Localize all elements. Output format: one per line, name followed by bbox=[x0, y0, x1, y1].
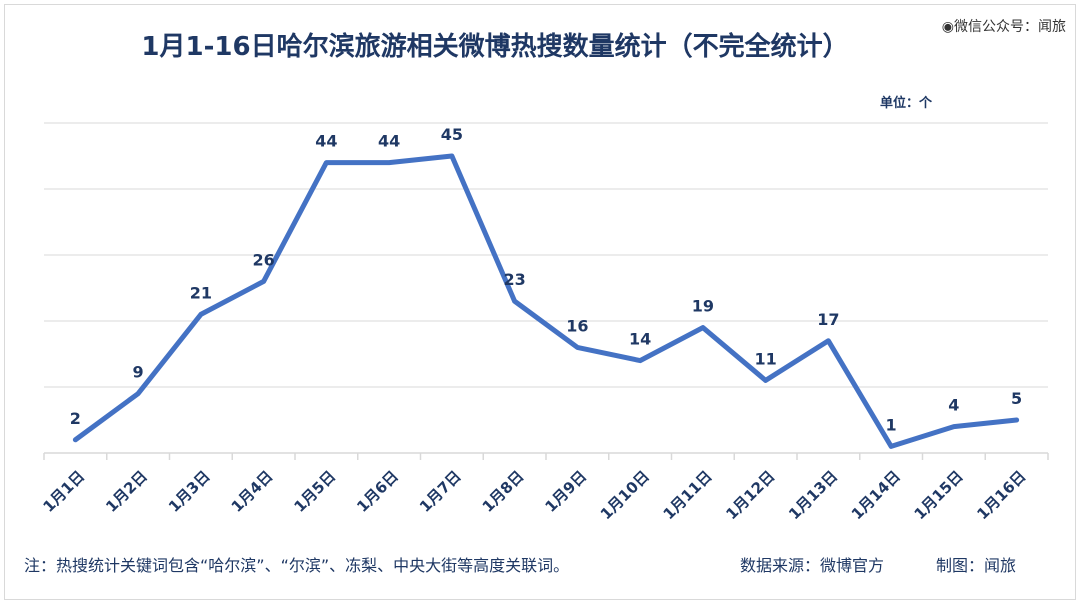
data-label: 17 bbox=[817, 310, 839, 329]
x-tick-label: 1月15日 bbox=[911, 467, 967, 523]
x-tick-label: 1月16日 bbox=[973, 467, 1029, 523]
x-tick-label: 1月13日 bbox=[785, 467, 841, 523]
x-tick-label: 1月1日 bbox=[40, 467, 89, 516]
data-label: 9 bbox=[133, 363, 144, 382]
data-label: 4 bbox=[948, 396, 959, 415]
data-label: 44 bbox=[378, 132, 400, 151]
x-tick-label: 1月14日 bbox=[848, 467, 904, 523]
x-tick-label: 1月11日 bbox=[660, 467, 716, 523]
data-label: 11 bbox=[754, 349, 776, 368]
data-label: 44 bbox=[315, 132, 337, 151]
chart-frame bbox=[4, 4, 1076, 600]
weibo-icon: ◉ bbox=[941, 19, 954, 35]
data-label: 1 bbox=[886, 415, 897, 434]
x-tick-label: 1月2日 bbox=[102, 467, 151, 516]
data-label: 14 bbox=[629, 330, 651, 349]
data-label: 2 bbox=[70, 409, 81, 428]
x-tick-label: 1月12日 bbox=[722, 467, 778, 523]
x-tick-label: 1月7日 bbox=[416, 467, 465, 516]
x-tick-label: 1月9日 bbox=[542, 467, 591, 516]
chart-title: 1月1-16日哈尔滨旅游相关微博热搜数量统计（不完全统计） bbox=[141, 32, 849, 62]
data-label: 5 bbox=[1011, 389, 1022, 408]
x-axis bbox=[43, 452, 1049, 460]
data-label: 45 bbox=[441, 125, 463, 144]
data-source: 数据来源：微博官方 bbox=[740, 556, 885, 575]
series-line bbox=[72, 153, 1020, 449]
x-tick-label: 1月4日 bbox=[228, 467, 277, 516]
data-label: 16 bbox=[566, 316, 588, 335]
data-label: 23 bbox=[503, 270, 525, 289]
watermark-text: 微信公众号：闻旅 bbox=[954, 19, 1066, 35]
watermark: ◉微信公众号：闻旅 bbox=[942, 16, 1066, 36]
grid-lines bbox=[44, 122, 1048, 388]
x-tick-label: 1月10日 bbox=[597, 467, 653, 523]
footnote: 注：热搜统计关键词包含“哈尔滨”、“尔滨”、冻梨、中央大街等高度关联词。 bbox=[24, 556, 570, 575]
x-tick-label: 1月6日 bbox=[353, 467, 402, 516]
data-label: 26 bbox=[252, 250, 274, 269]
x-tick-labels: 1月1日 1月2日 1月3日 1月4日 1月5日 1月6日 1月7日 1月8日 1月9日 1月10… bbox=[40, 467, 1030, 523]
x-tick-label: 1月5日 bbox=[291, 467, 340, 516]
x-tick-label: 1月8日 bbox=[479, 467, 528, 516]
chart-credit: 制图：闻旅 bbox=[936, 556, 1017, 575]
unit-label: 单位：个 bbox=[880, 96, 933, 111]
data-label: 19 bbox=[692, 297, 714, 316]
data-label: 21 bbox=[190, 283, 212, 302]
x-tick-label: 1月3日 bbox=[165, 467, 214, 516]
